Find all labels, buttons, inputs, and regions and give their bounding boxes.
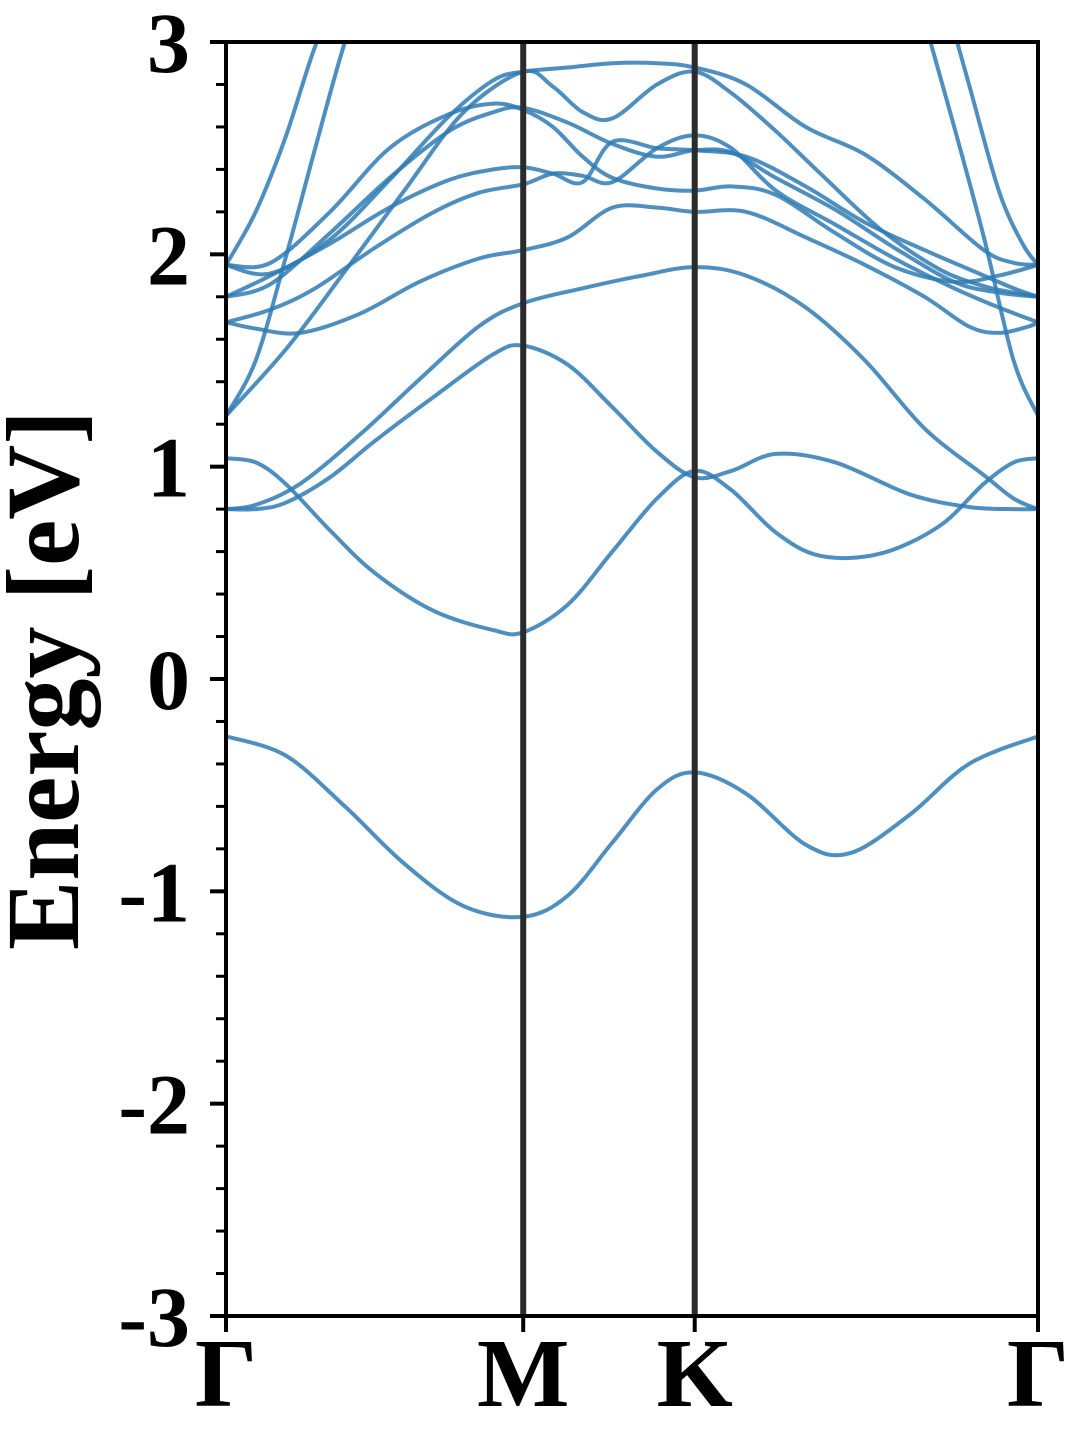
band-line-14 — [928, 42, 1038, 417]
y-tick-label: 0 — [147, 632, 190, 728]
band-line-13 — [226, 42, 347, 417]
y-axis-ticks: -3 -2 -1 0 1 2 3 — [118, 0, 226, 1365]
band-line-9 — [226, 101, 1038, 285]
band-line-3 — [226, 343, 1038, 512]
band-line-12 — [226, 42, 319, 266]
band-line-8 — [226, 105, 1038, 299]
band-line-15 — [955, 42, 1038, 267]
y-axis-label: Energy [eV] — [0, 410, 101, 950]
y-tick-label: 3 — [147, 0, 190, 91]
y-tick-label: -3 — [118, 1269, 190, 1365]
y-tick-label: -2 — [118, 1057, 190, 1153]
band-line-5 — [226, 203, 1038, 336]
band-line-6 — [226, 133, 1038, 325]
x-tick-label: Γ — [195, 1320, 257, 1428]
y-tick-label: -1 — [118, 844, 190, 940]
y-tick-label: 1 — [147, 420, 190, 516]
band-line-2 — [226, 456, 1038, 637]
band-line-10 — [226, 60, 1038, 277]
y-tick-label: 2 — [147, 207, 190, 303]
x-tick-label: M — [477, 1320, 570, 1428]
band-line-11 — [226, 68, 1038, 418]
band-line-4 — [226, 265, 1038, 512]
band-lines — [226, 42, 1038, 920]
x-tick-label: Γ — [1007, 1320, 1069, 1428]
x-tick-label: K — [657, 1320, 733, 1428]
high-symmetry-lines — [520, 42, 698, 1316]
band-line-1 — [226, 734, 1038, 920]
